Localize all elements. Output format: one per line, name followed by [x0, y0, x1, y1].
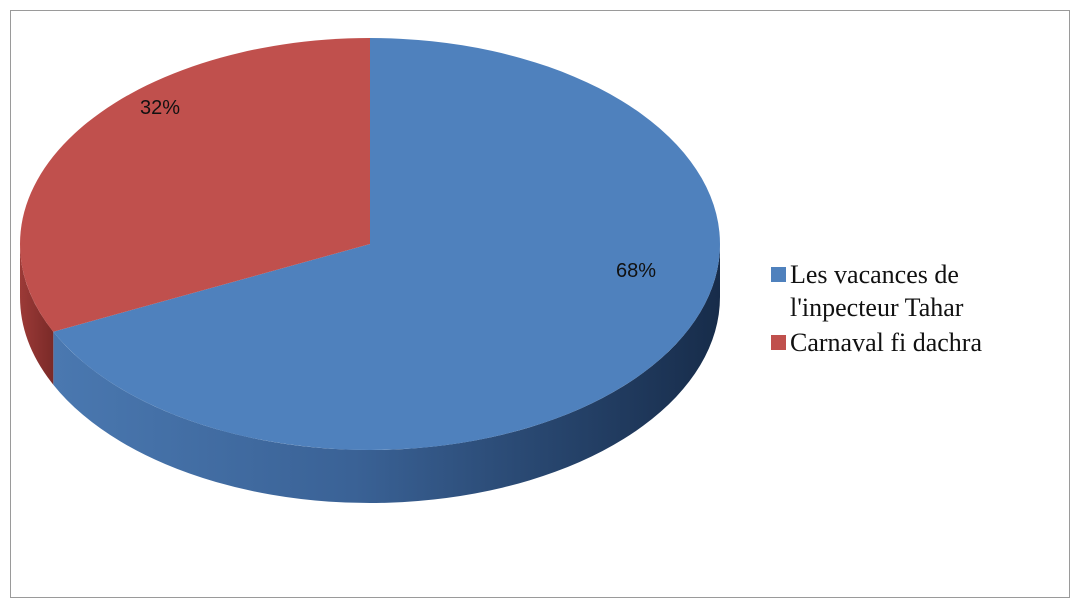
- legend: Les vacances de l'inpecteur Tahar Carnav…: [771, 258, 1071, 361]
- legend-swatch-1: [771, 267, 786, 282]
- pie-side-1: [53, 244, 720, 503]
- pie-side-2: [20, 244, 54, 385]
- legend-label-1: Les vacances de l'inpecteur Tahar: [790, 260, 964, 322]
- legend-swatch-2: [771, 335, 786, 350]
- pie-slice-2: [19, 38, 371, 332]
- data-label-1: 68%: [616, 260, 656, 282]
- pie-slice-1: [53, 38, 720, 450]
- legend-label-2: Carnaval fi dachra: [790, 328, 983, 357]
- data-label-2: 32%: [140, 97, 180, 119]
- legend-item-2: Carnaval fi dachra: [771, 326, 1071, 359]
- legend-item-1: Les vacances de l'inpecteur Tahar: [771, 258, 1071, 324]
